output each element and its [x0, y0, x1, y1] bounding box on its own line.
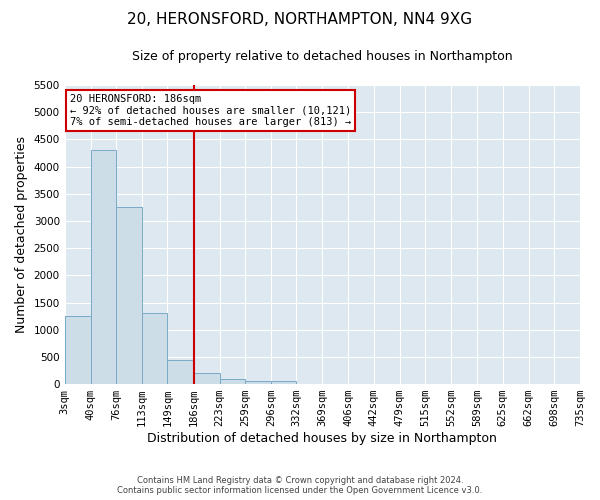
Bar [271, 382, 296, 384]
Bar [193, 373, 220, 384]
Text: Contains HM Land Registry data © Crown copyright and database right 2024.
Contai: Contains HM Land Registry data © Crown c… [118, 476, 482, 495]
Bar [167, 360, 194, 384]
Bar [65, 316, 91, 384]
X-axis label: Distribution of detached houses by size in Northampton: Distribution of detached houses by size … [148, 432, 497, 445]
Bar [91, 150, 116, 384]
Bar [142, 314, 167, 384]
Text: 20, HERONSFORD, NORTHAMPTON, NN4 9XG: 20, HERONSFORD, NORTHAMPTON, NN4 9XG [127, 12, 473, 28]
Bar [220, 378, 245, 384]
Title: Size of property relative to detached houses in Northampton: Size of property relative to detached ho… [132, 50, 512, 63]
Y-axis label: Number of detached properties: Number of detached properties [15, 136, 28, 333]
Bar [116, 208, 142, 384]
Text: 20 HERONSFORD: 186sqm
← 92% of detached houses are smaller (10,121)
7% of semi-d: 20 HERONSFORD: 186sqm ← 92% of detached … [70, 94, 351, 127]
Bar [245, 382, 271, 384]
